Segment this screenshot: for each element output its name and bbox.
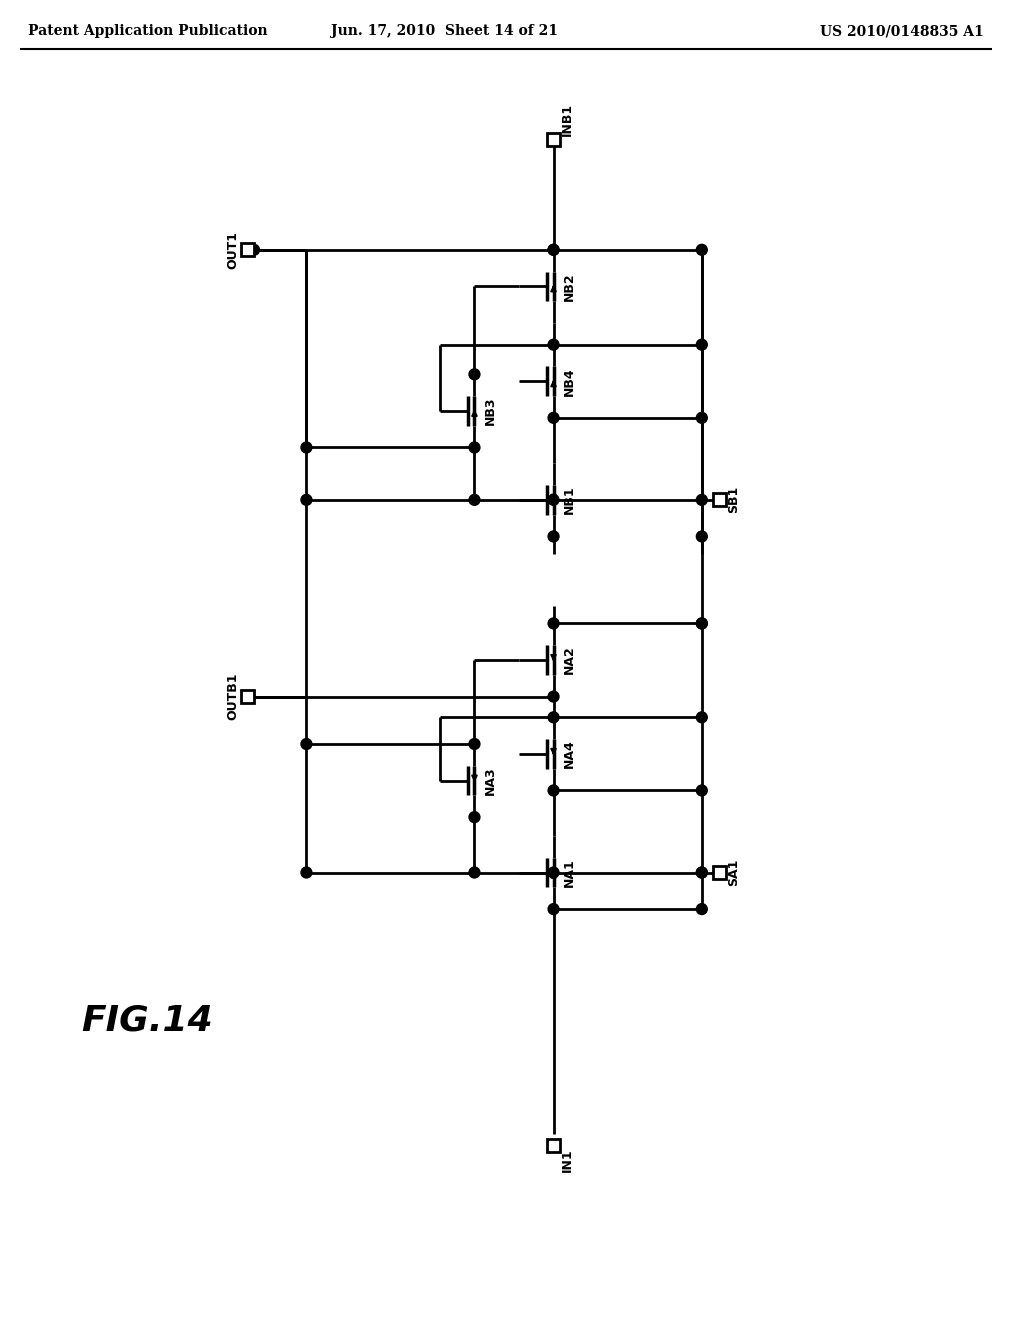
Bar bbox=[241, 690, 254, 704]
Circle shape bbox=[696, 711, 708, 723]
Circle shape bbox=[696, 618, 708, 628]
Bar bbox=[713, 494, 726, 507]
Text: NA4: NA4 bbox=[563, 739, 575, 768]
Circle shape bbox=[469, 495, 480, 506]
Circle shape bbox=[301, 495, 312, 506]
Circle shape bbox=[301, 442, 312, 453]
Circle shape bbox=[548, 867, 559, 878]
Bar bbox=[547, 1139, 560, 1152]
Text: IN1: IN1 bbox=[561, 1148, 573, 1172]
Text: NB2: NB2 bbox=[563, 272, 575, 301]
Circle shape bbox=[696, 412, 708, 424]
Bar bbox=[547, 132, 560, 145]
Circle shape bbox=[548, 904, 559, 915]
Text: OUTB1: OUTB1 bbox=[226, 673, 240, 721]
Circle shape bbox=[469, 739, 480, 750]
Circle shape bbox=[548, 244, 559, 255]
Circle shape bbox=[696, 495, 708, 506]
Circle shape bbox=[301, 739, 312, 750]
Circle shape bbox=[469, 368, 480, 380]
Circle shape bbox=[548, 244, 559, 255]
Circle shape bbox=[548, 618, 559, 628]
Text: NB3: NB3 bbox=[483, 396, 497, 425]
Circle shape bbox=[548, 531, 559, 543]
Circle shape bbox=[696, 244, 708, 255]
Circle shape bbox=[548, 711, 559, 723]
Text: SA1: SA1 bbox=[727, 859, 740, 886]
Text: SB1: SB1 bbox=[727, 486, 740, 513]
Bar bbox=[241, 243, 254, 256]
Text: FIG.14: FIG.14 bbox=[81, 1003, 213, 1038]
Bar bbox=[713, 866, 726, 879]
Text: Jun. 17, 2010  Sheet 14 of 21: Jun. 17, 2010 Sheet 14 of 21 bbox=[332, 24, 558, 38]
Text: US 2010/0148835 A1: US 2010/0148835 A1 bbox=[820, 24, 984, 38]
Circle shape bbox=[469, 812, 480, 822]
Text: NA1: NA1 bbox=[563, 858, 575, 887]
Text: INB1: INB1 bbox=[561, 103, 573, 136]
Circle shape bbox=[696, 867, 708, 878]
Text: OUT1: OUT1 bbox=[226, 231, 240, 269]
Text: NB4: NB4 bbox=[563, 367, 575, 396]
Circle shape bbox=[249, 244, 259, 255]
Circle shape bbox=[548, 692, 559, 702]
Circle shape bbox=[548, 339, 559, 350]
Circle shape bbox=[301, 867, 312, 878]
Circle shape bbox=[696, 531, 708, 543]
Circle shape bbox=[548, 785, 559, 796]
Text: NA2: NA2 bbox=[563, 645, 575, 675]
Text: NA3: NA3 bbox=[483, 767, 497, 795]
Text: Patent Application Publication: Patent Application Publication bbox=[28, 24, 267, 38]
Circle shape bbox=[696, 867, 708, 878]
Circle shape bbox=[548, 412, 559, 424]
Circle shape bbox=[469, 442, 480, 453]
Circle shape bbox=[696, 618, 708, 628]
Text: NB1: NB1 bbox=[563, 486, 575, 515]
Circle shape bbox=[469, 867, 480, 878]
Circle shape bbox=[696, 785, 708, 796]
Circle shape bbox=[696, 904, 708, 915]
Circle shape bbox=[696, 339, 708, 350]
Circle shape bbox=[548, 495, 559, 506]
